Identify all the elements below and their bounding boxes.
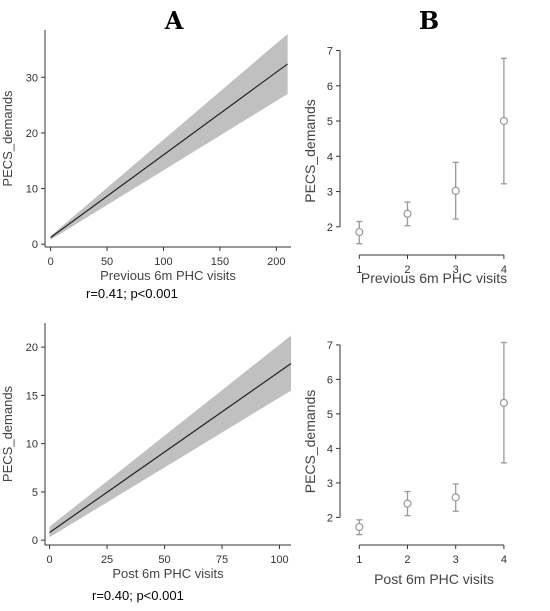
- mean-point: [451, 493, 460, 502]
- y-tick-label: 6: [327, 81, 333, 93]
- panel-letter-b: B: [419, 6, 439, 35]
- y-tick-label: 5: [32, 487, 38, 499]
- x-tick-label: 200: [267, 256, 285, 268]
- y-tick-label: 4: [327, 443, 333, 455]
- x-tick-label: 50: [101, 256, 113, 268]
- y-tick-label: 4: [327, 151, 333, 163]
- y-tick-label: 2: [327, 222, 333, 234]
- x-tick-label: 100: [270, 554, 288, 566]
- y-tick-label: 0: [32, 535, 38, 547]
- x-tick-label: 25: [101, 554, 113, 566]
- y-tick-label: 3: [327, 187, 333, 199]
- mean-point: [403, 499, 412, 508]
- regression-line: [49, 363, 292, 533]
- y-tick-label: 10: [26, 184, 38, 196]
- y-tick-label: 30: [26, 72, 38, 84]
- regression-line: [50, 63, 288, 239]
- x-tick-label: 3: [453, 554, 459, 566]
- x-tick-label: 0: [48, 256, 54, 268]
- x-axis-label: Post 6m PHC visits: [374, 571, 494, 587]
- y-tick-label: 5: [327, 409, 333, 421]
- y-axis-label: PECS_demands: [0, 385, 15, 482]
- x-tick-label: 2: [404, 264, 410, 276]
- x-axis-label: Previous 6m PHC visits: [361, 270, 507, 286]
- chart-A1: 0 10 20 30 0 50 100 150 200 Previous 6m PHC visit…: [0, 30, 291, 301]
- correlation-annotation: r=0.41; p<0.001: [86, 286, 178, 301]
- chart-B2: 2 3 4 5 6 7 1 2 3 4 Post 6m PHC visits PECS_demands: [302, 340, 508, 587]
- y-tick-label: 10: [26, 439, 38, 451]
- y-tick-label: 15: [26, 390, 38, 402]
- y-tick-label: 6: [327, 374, 333, 386]
- mean-point: [451, 186, 460, 195]
- x-axis-label: Previous 6m PHC visits: [100, 268, 236, 283]
- y-tick-label: 3: [327, 478, 333, 490]
- mean-point: [355, 522, 364, 532]
- y-axis-label: PECS_demands: [302, 99, 318, 203]
- y-tick-label: 5: [327, 116, 333, 128]
- mean-point: [499, 116, 508, 126]
- y-tick-label: 20: [26, 128, 38, 140]
- chart-A2: 0 5 10 15 20 0 25 50 75 100 Post 6m PHC visits PECS…: [0, 323, 292, 603]
- x-tick-label: 2: [404, 554, 410, 566]
- x-tick-label: 1: [356, 554, 362, 566]
- mean-point: [355, 227, 364, 237]
- x-tick-label: 50: [158, 554, 170, 566]
- x-tick-label: 75: [216, 554, 228, 566]
- panel-letter-a: A: [164, 6, 184, 35]
- y-tick-label: 2: [327, 512, 333, 524]
- y-axis-label: PECS_demands: [302, 390, 318, 494]
- x-axis-label: Post 6m PHC visits: [112, 566, 224, 581]
- x-tick-label: 3: [453, 264, 459, 276]
- y-tick-label: 7: [327, 46, 333, 58]
- confidence-band: [50, 33, 288, 240]
- x-tick-label: 150: [211, 256, 229, 268]
- x-tick-label: 100: [154, 256, 172, 268]
- y-axis-label: PECS_demands: [0, 90, 15, 187]
- mean-point: [403, 209, 412, 218]
- confidence-band: [49, 335, 291, 538]
- correlation-annotation: r=0.40; p<0.001: [92, 588, 184, 603]
- x-tick-label: 4: [501, 554, 507, 566]
- x-tick-label: 1: [356, 264, 362, 276]
- y-tick-label: 7: [327, 340, 333, 352]
- y-tick-label: 0: [32, 239, 38, 251]
- x-tick-label: 0: [47, 554, 53, 566]
- x-tick-label: 4: [501, 264, 507, 276]
- y-tick-label: 20: [26, 342, 38, 354]
- mean-point: [499, 398, 508, 407]
